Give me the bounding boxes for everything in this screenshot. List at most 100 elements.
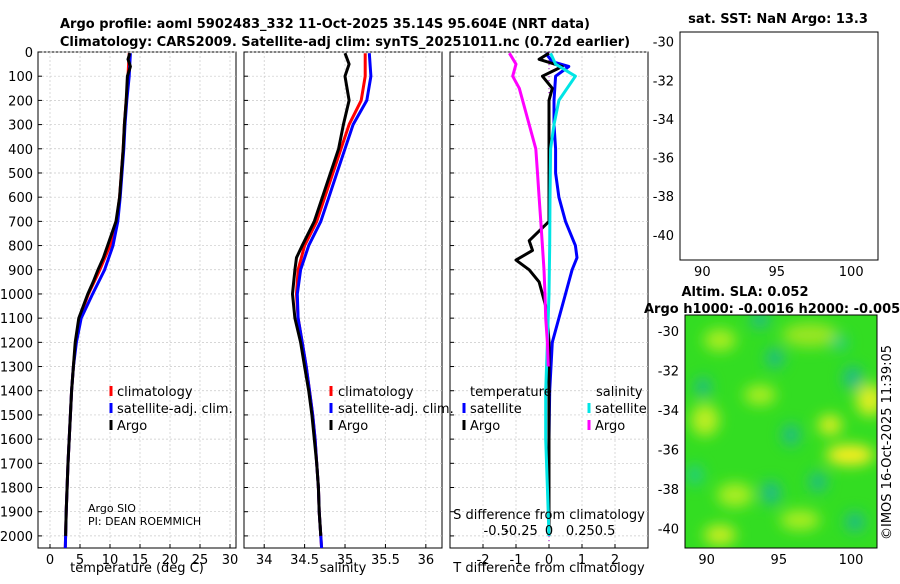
sst-map-title: sat. SST: NaN Argo: 13.3 — [688, 12, 868, 27]
series-line — [64, 52, 132, 536]
legend-label-sal-satellite: satellite — [595, 402, 647, 417]
y-tick-label: 600 — [8, 191, 33, 206]
difference-top-axis-label: S difference from climatology — [453, 508, 645, 523]
figure-title-line2: Climatology: CARS2009. Satellite-adj cli… — [60, 35, 630, 50]
legend-label-argo: Argo — [117, 419, 147, 434]
map-y-tick-label: -38 — [653, 190, 674, 205]
x-tick-label: 0 — [545, 553, 553, 568]
y-tick-label: 500 — [8, 167, 33, 182]
y-tick-label: 1100 — [0, 312, 33, 327]
legend-label-temp-argo: Argo — [470, 419, 500, 434]
sla-heatmap — [685, 315, 877, 548]
temperature-panel-frame — [37, 51, 237, 549]
x-tick-label: -1 — [510, 553, 523, 568]
difference-legend: temperature salinity satellite Argo sate… — [462, 385, 647, 434]
map-x-tick-label: 100 — [839, 265, 864, 280]
map-x-tick-label: 100 — [839, 553, 864, 568]
series-line — [63, 53, 132, 549]
y-tick-label: 0 — [25, 46, 33, 61]
x-tick-label: 10 — [102, 553, 119, 568]
temperature-xlabel: temperature (deg C) — [70, 561, 204, 576]
legend-label-argo: Argo — [338, 419, 368, 434]
y-tick-label: 700 — [8, 215, 33, 230]
y-tick-label: 1300 — [0, 361, 33, 376]
salinity-legend: climatology satellite-adj. clim. Argo — [329, 385, 454, 434]
top-tick-label: 0 — [545, 524, 553, 539]
y-tick-label: 1400 — [0, 385, 33, 400]
difference-xlabel: T difference from climatology — [452, 561, 645, 576]
top-tick-label: -0.25 — [504, 524, 538, 539]
figure-title-line1: Argo profile: aoml 5902483_332 11-Oct-20… — [60, 17, 590, 32]
salinity-panel-frame — [243, 51, 443, 549]
map-y-tick-label: -40 — [658, 522, 679, 537]
series-line — [63, 53, 131, 549]
map-x-tick-label: 90 — [698, 553, 715, 568]
sla-map-frame — [684, 314, 878, 549]
map-x-tick-label: 95 — [768, 265, 785, 280]
y-tick-label: 900 — [8, 264, 33, 279]
legend-label-climatology: climatology — [117, 385, 193, 400]
x-tick-label: 25 — [192, 553, 209, 568]
x-tick-label: 1 — [578, 553, 586, 568]
credit-timestamp: ©IMOS 16-Oct-2025 11:39:05 — [880, 345, 895, 540]
series-line — [508, 52, 550, 367]
x-tick-label: 20 — [162, 553, 179, 568]
y-tick-label: 400 — [8, 143, 33, 158]
series-line — [295, 53, 373, 549]
x-tick-label: 2 — [611, 553, 619, 568]
sst-map-frame — [679, 31, 879, 261]
sla-map-subtitle: Argo h1000: -0.0016 h2000: -0.005 — [644, 302, 900, 317]
map-y-tick-label: -32 — [658, 364, 679, 379]
temperature-legend: climatology satellite-adj. clim. Argo — [109, 385, 233, 434]
y-tick-label: 800 — [8, 240, 33, 255]
map-x-tick-label: 95 — [771, 553, 788, 568]
y-tick-label: 1600 — [0, 433, 33, 448]
map-y-tick-label: -36 — [658, 443, 679, 458]
y-tick-label: 200 — [8, 94, 33, 109]
map-y-tick-label: -30 — [653, 36, 674, 51]
x-tick-label: 36 — [418, 553, 435, 568]
map-y-tick-label: -32 — [653, 74, 674, 89]
grid-layer — [38, 51, 648, 548]
x-tick-label: 5 — [76, 553, 84, 568]
y-tick-label: 1900 — [0, 506, 33, 521]
legend-label-sal-argo: Argo — [595, 419, 625, 434]
sla-map-title: Altim. SLA: 0.052 — [682, 285, 809, 300]
x-tick-label: 34.5 — [290, 553, 319, 568]
x-tick-label: 35.5 — [371, 553, 400, 568]
x-tick-label: 35 — [337, 553, 354, 568]
y-tick-label: 2000 — [0, 530, 33, 545]
x-tick-label: 15 — [132, 553, 149, 568]
salinity-xlabel: salinity — [320, 561, 367, 576]
x-tick-label: 0 — [46, 553, 54, 568]
y-tick-label: 300 — [8, 119, 33, 134]
legend-title-salinity: salinity — [596, 385, 643, 400]
legend-label-satellite: satellite-adj. clim. — [117, 402, 233, 417]
x-tick-label: 34 — [256, 553, 273, 568]
y-tick-label: 1700 — [0, 457, 33, 472]
legend-label-satellite: satellite-adj. clim. — [338, 402, 454, 417]
y-tick-label: 1200 — [0, 336, 33, 351]
series-layer — [63, 51, 794, 549]
y-tick-label: 1800 — [0, 482, 33, 497]
top-tick-label: 0.5 — [595, 524, 616, 539]
x-tick-label: 30 — [222, 553, 239, 568]
legend-label-climatology: climatology — [338, 385, 414, 400]
legend-label-temp-satellite: satellite — [470, 402, 522, 417]
map-y-tick-label: -36 — [653, 152, 674, 167]
series-line — [291, 52, 351, 536]
map-y-tick-label: -34 — [658, 404, 679, 419]
map-x-tick-label: 90 — [694, 265, 711, 280]
map-y-tick-label: -38 — [658, 483, 679, 498]
legend-title-temperature: temperature — [470, 385, 552, 400]
map-y-tick-label: -34 — [653, 113, 674, 128]
y-tick-label: 1500 — [0, 409, 33, 424]
y-tick-label: 100 — [8, 70, 33, 85]
credit-pi: PI: DEAN ROEMMICH — [88, 515, 201, 528]
map-y-tick-label: -30 — [658, 325, 679, 340]
series-line — [544, 52, 579, 536]
y-tick-label: 1000 — [0, 288, 33, 303]
difference-top-ticks: -0.5-0.25 0 0.25 0.5 — [484, 524, 616, 539]
top-tick-label: 0.25 — [566, 524, 595, 539]
